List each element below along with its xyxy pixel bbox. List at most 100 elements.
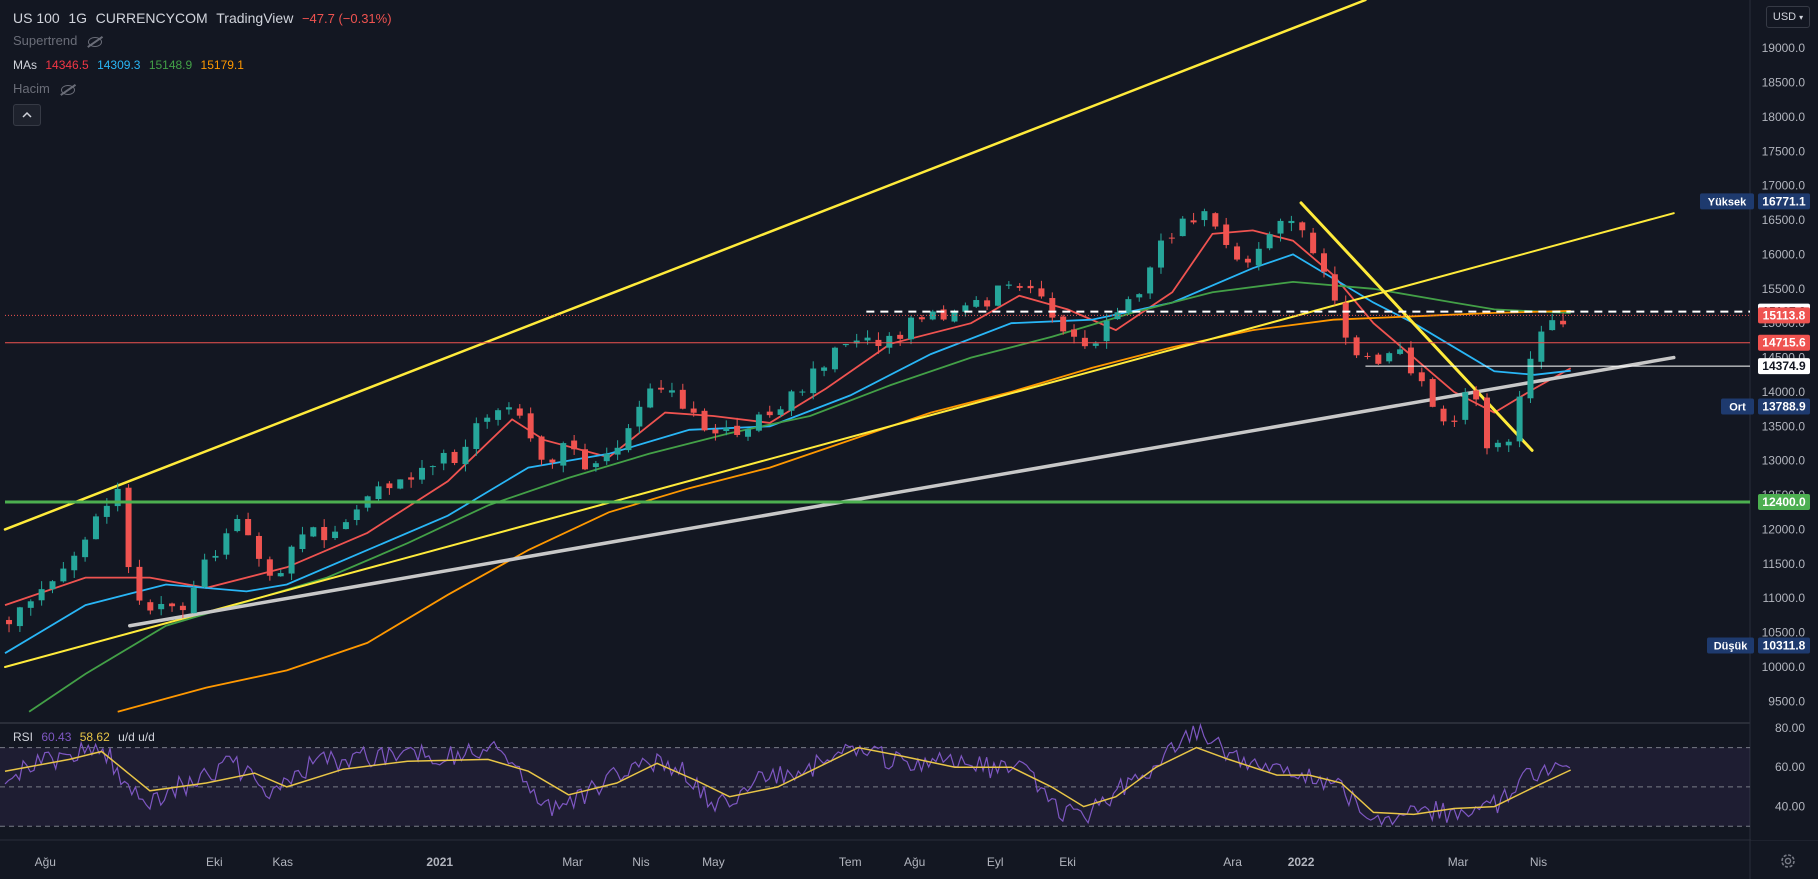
candle-body [799, 391, 806, 393]
candle-body [777, 409, 784, 415]
hidden-eye-icon[interactable] [60, 84, 75, 95]
collapse-legend-button[interactable] [13, 104, 41, 126]
gear-icon[interactable] [1778, 851, 1798, 871]
candle-body [527, 413, 534, 439]
candle-body [1234, 246, 1241, 260]
price-tick-label: 18500.0 [1762, 76, 1806, 90]
candle-body [842, 343, 849, 346]
volume-legend[interactable]: Hacim [13, 81, 80, 97]
hidden-eye-icon[interactable] [88, 36, 103, 47]
candle-body [1484, 397, 1491, 449]
candle-body [1549, 320, 1556, 331]
trend-lines[interactable] [3, 0, 1676, 668]
price-tick-label: 17000.0 [1762, 179, 1806, 193]
candle-body [1244, 258, 1251, 263]
ma-value-red: 14346.5 [45, 58, 89, 72]
candle-body [1190, 220, 1197, 223]
candle-body [636, 406, 643, 427]
price-tick-label: 16000.0 [1762, 247, 1806, 261]
currency-select[interactable]: USD ▾ [1766, 6, 1810, 28]
symbol-header[interactable]: US 100 1G CURRENCYCOM TradingView −47.7 … [13, 10, 397, 27]
rsi-legend[interactable]: RSI 60.43 58.62 u/d u/d [13, 729, 160, 745]
candle-body [1473, 390, 1480, 400]
ma-line-red [4, 229, 1572, 606]
mas-legend[interactable]: MAs 14346.5 14309.3 15148.9 15179.1 [13, 57, 249, 73]
ma-value-green: 15148.9 [148, 58, 193, 72]
time-tick-label: 2021 [426, 855, 453, 869]
main-pane-background [0, 0, 1750, 722]
price-tick-label: 15500.0 [1762, 282, 1806, 296]
upper-channel-line[interactable] [3, 0, 1367, 531]
candle-body [908, 317, 915, 340]
stat-tag-name: Ort [1729, 401, 1746, 413]
candle-body [136, 566, 143, 601]
candle-body [408, 477, 415, 480]
candle-body [473, 423, 480, 449]
candle-body [1418, 372, 1425, 382]
candle-body [647, 388, 654, 408]
support-trend-line[interactable] [128, 355, 1676, 628]
stat-tag-value: 10311.8 [1763, 639, 1806, 653]
time-tick-label: May [702, 855, 725, 869]
stat-tag-value-bg [1758, 637, 1810, 654]
candle-body [864, 337, 871, 341]
lower-channel-line[interactable] [4, 212, 1675, 668]
rsi-tick-label: 60.00 [1775, 760, 1805, 774]
time-tick-label: Ağu [904, 855, 925, 869]
rsi-line [4, 722, 1571, 827]
candle-body [179, 605, 186, 611]
candle-body [1201, 211, 1208, 221]
candle-body [429, 466, 436, 468]
candle-body [1288, 220, 1295, 224]
candle-body [288, 546, 295, 574]
price-axis[interactable]: 19000.0 18500.0 18000.0 17500.0 17000.0 16500… [1700, 0, 1818, 840]
candle-body [92, 516, 99, 540]
price-tick-label: 9500.0 [1768, 694, 1805, 708]
candle-body [245, 519, 252, 536]
time-tick-label: Eki [1059, 855, 1076, 869]
time-tick-label: Mar [1448, 855, 1469, 869]
candle-body [1049, 298, 1056, 318]
candle-body [1092, 343, 1099, 346]
candle-body [495, 410, 502, 420]
candle-body [1407, 347, 1414, 374]
price-tick-label: 14000.0 [1762, 385, 1806, 399]
candle-body [1038, 288, 1045, 297]
time-tick-label: 2022 [1288, 855, 1315, 869]
candle-body [38, 589, 45, 601]
candle-body [538, 436, 545, 460]
candle-body [745, 429, 752, 437]
rsi-value: 60.43 [41, 730, 72, 744]
candle-body [701, 410, 708, 431]
candle-body [984, 300, 991, 307]
supertrend-legend[interactable]: Supertrend [13, 33, 107, 49]
candle-body [853, 340, 860, 344]
chevron-up-icon [22, 111, 32, 118]
candle-body [658, 387, 665, 390]
candle-body [592, 463, 599, 468]
candle-body [49, 581, 56, 590]
downtrend-line[interactable] [1299, 201, 1534, 452]
price-tag-label: 14715.6 [1762, 336, 1806, 350]
candle-body [734, 425, 741, 435]
price-tick-label: 10000.0 [1762, 660, 1806, 674]
candle-body [505, 407, 512, 410]
stat-tag-name: Düşük [1714, 641, 1749, 653]
horizontal-levels[interactable] [5, 310, 1750, 504]
time-tick-label: Eyl [987, 855, 1004, 869]
source: TradingView [216, 10, 294, 26]
time-axis[interactable]: Ağu Eki Kas 2021 Mar Nis May Tem Ağu Eyl Eki Ara 202… [35, 855, 1548, 869]
rsi-ma-line [4, 746, 1572, 816]
candle-body [212, 555, 219, 558]
price-axis-background [1751, 0, 1818, 840]
time-tick-label: Eki [206, 855, 223, 869]
candle-body [342, 522, 349, 530]
price-tag-12400.0 [1758, 493, 1810, 510]
candle-body [1429, 379, 1436, 407]
candle-body [71, 555, 78, 571]
candle-body [1516, 396, 1523, 442]
candle-body [1168, 237, 1175, 239]
candle-body [1255, 248, 1262, 266]
candle-body [1527, 358, 1534, 399]
